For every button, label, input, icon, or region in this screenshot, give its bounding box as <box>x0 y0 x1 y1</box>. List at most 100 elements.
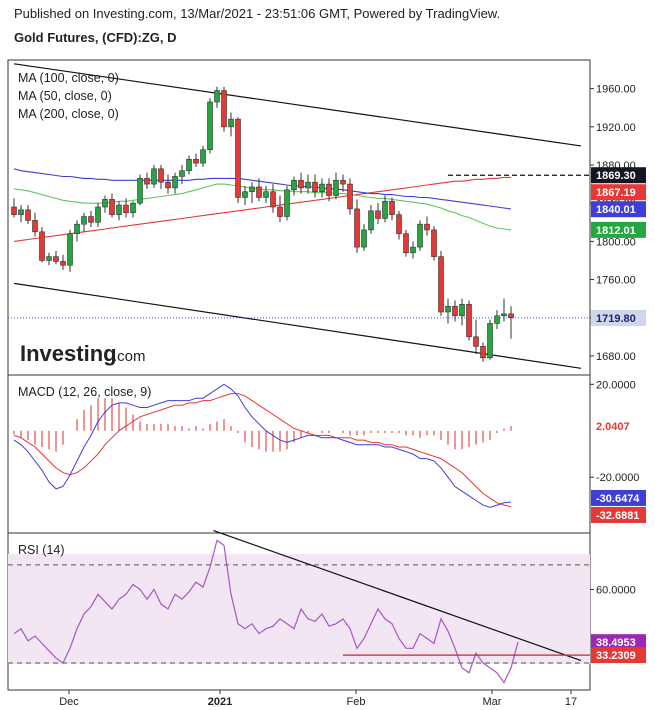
candle-body <box>200 149 206 164</box>
candle-body <box>368 210 374 231</box>
macd-tick-label: 20.0000 <box>596 379 636 391</box>
candle-body <box>354 208 360 248</box>
price-tag-label: 1840.01 <box>596 204 636 216</box>
macd-tag-label: -32.6881 <box>596 510 639 522</box>
candle-body <box>256 186 262 198</box>
candle-body <box>123 204 129 214</box>
candle-body <box>130 202 136 214</box>
legend-ma100: MA (100, close, 0) <box>18 71 119 85</box>
rsi-tick-label: 60.0000 <box>596 584 636 596</box>
candle-body <box>445 305 451 313</box>
macd-tag-box <box>591 506 646 523</box>
price-tag-label: 1812.01 <box>596 225 636 237</box>
macd-signal-line <box>13 393 512 508</box>
candle-body <box>487 323 493 359</box>
rsi-tag-label: 38.4953 <box>596 637 636 649</box>
symbol-title: Gold Futures, (CFD):ZG, D <box>14 30 177 45</box>
candle-body <box>221 90 227 128</box>
candle-body <box>95 206 101 223</box>
macd-tag-label: 2.0407 <box>596 421 630 433</box>
candle-body <box>39 231 45 261</box>
candle-body <box>46 256 52 261</box>
rsi-line <box>13 539 519 684</box>
candle-body <box>438 256 444 313</box>
candle-body <box>11 206 17 215</box>
price-tick-label: 1680.00 <box>596 351 636 363</box>
x-axis-label: Mar <box>483 696 502 708</box>
candle-body <box>347 183 353 210</box>
candle-body <box>25 209 31 221</box>
candle-body <box>501 313 507 317</box>
macd-tag--32.6881: -32.6881 <box>591 506 646 523</box>
candle-body <box>305 181 311 189</box>
price-tick-label: 1800.00 <box>596 236 636 248</box>
rsi-trendline <box>213 529 582 662</box>
candle-body <box>193 158 199 164</box>
candle-body <box>396 214 402 235</box>
candle-body <box>172 176 178 189</box>
candle-body <box>319 183 325 193</box>
candle-body <box>32 220 38 233</box>
investing-logo: Investing .com <box>20 341 146 366</box>
rsi-tag-box <box>591 647 646 664</box>
logo-suffix: .com <box>113 348 146 365</box>
macd-tag-2.0407: 2.0407 <box>591 418 646 435</box>
candle-body <box>249 186 255 193</box>
candle-body <box>263 191 269 198</box>
price-tag-label: 1869.30 <box>596 170 636 182</box>
chart-frame <box>7 59 591 691</box>
candle-body <box>137 178 143 204</box>
legend-ma200: MA (200, close, 0) <box>18 107 119 121</box>
candle-body <box>417 223 423 248</box>
candle-body <box>312 181 318 193</box>
price-tag-label: 1719.80 <box>596 313 636 325</box>
ma50-line <box>13 183 512 231</box>
candle-body <box>179 170 185 177</box>
price-tag-1812.01: 1812.01 <box>591 221 646 238</box>
candle-body <box>228 118 234 128</box>
price-tick-label: 1920.00 <box>596 122 636 134</box>
ma200-line <box>13 176 511 242</box>
macd-tag--30.6474: -30.6474 <box>591 489 646 506</box>
candle-body <box>431 229 437 257</box>
candle-body <box>235 118 241 198</box>
candle-body <box>403 233 409 254</box>
candle-body <box>67 233 73 266</box>
macd-tag-label: -30.6474 <box>596 493 640 505</box>
x-axis-label: Dec <box>59 696 79 708</box>
candle-body <box>102 199 108 208</box>
macd-legend: MACD (12, 26, close, 9) <box>18 385 151 399</box>
candle-body <box>298 179 304 189</box>
candle-body <box>60 261 66 266</box>
price-tag-1869.30: 1869.30 <box>591 167 646 184</box>
price-tag-box <box>591 184 646 201</box>
candle-body <box>333 179 339 196</box>
candle-body <box>459 304 465 317</box>
macd-tag-box <box>591 418 646 435</box>
candle-body <box>452 305 458 317</box>
price-tag-label: 1867.19 <box>596 187 636 199</box>
candle-body <box>340 179 346 185</box>
price-tag-box <box>591 309 646 326</box>
candle-body <box>165 181 171 189</box>
price-tick-label: 1760.00 <box>596 275 636 287</box>
rsi-tag-33.2309: 33.2309 <box>591 647 646 664</box>
published-caption: Published on Investing.com, 13/Mar/2021 … <box>14 6 501 21</box>
candle-body <box>186 158 192 172</box>
candle-body <box>473 336 479 347</box>
candle-body <box>361 229 367 248</box>
candle-body <box>508 313 514 319</box>
rsi-tag-label: 33.2309 <box>596 650 636 662</box>
candle-body <box>424 223 430 231</box>
candle-body <box>158 168 164 183</box>
candle-body <box>389 200 395 215</box>
candle-body <box>291 179 297 191</box>
candle-body <box>270 191 276 208</box>
candle-body <box>116 204 122 215</box>
ma100-line <box>13 168 512 210</box>
price-tag-box <box>591 221 646 238</box>
candle-body <box>410 246 416 254</box>
rsi-tag-box <box>591 634 646 651</box>
candle-body <box>53 256 59 262</box>
